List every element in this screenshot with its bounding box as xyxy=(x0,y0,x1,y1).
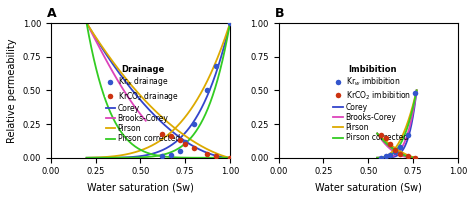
Point xyxy=(167,135,174,138)
Point xyxy=(411,92,419,95)
Point xyxy=(397,145,404,149)
Point xyxy=(158,132,166,135)
Point xyxy=(158,155,166,158)
Point xyxy=(203,152,210,155)
Point xyxy=(182,143,189,146)
X-axis label: Water saturation (Sw): Water saturation (Sw) xyxy=(87,182,194,192)
Point xyxy=(212,64,219,68)
Legend: Kr$_w$ drainage, KrCO$_2$ drainage, Corey, Brooks-Corey, Pirson, Pirson correcte: Kr$_w$ drainage, KrCO$_2$ drainage, Core… xyxy=(105,64,181,144)
Point xyxy=(203,89,210,92)
Point xyxy=(404,155,411,158)
Point xyxy=(392,148,399,151)
Point xyxy=(377,156,384,159)
Point xyxy=(176,149,183,153)
Point xyxy=(404,133,411,137)
Point xyxy=(212,155,219,158)
Point xyxy=(226,156,234,159)
Point xyxy=(377,133,384,137)
Point xyxy=(191,147,198,150)
Point xyxy=(397,152,404,155)
Point xyxy=(392,151,399,154)
Text: A: A xyxy=(47,7,57,20)
Point xyxy=(176,139,183,142)
Point xyxy=(191,123,198,126)
Point xyxy=(383,155,390,158)
Point xyxy=(411,156,419,159)
Point xyxy=(226,21,234,25)
Point xyxy=(182,140,189,143)
Legend: Kr$_w$ imbibition, KrCO$_2$ imbibition, Corey, Brooks-Corey, Pirson, Pirson corr: Kr$_w$ imbibition, KrCO$_2$ imbibition, … xyxy=(333,64,411,143)
Point xyxy=(383,136,390,139)
Text: B: B xyxy=(275,7,284,20)
X-axis label: Water saturation (Sw): Water saturation (Sw) xyxy=(315,182,422,192)
Point xyxy=(386,153,393,157)
Point xyxy=(386,143,393,146)
Y-axis label: Relative permeability: Relative permeability xyxy=(7,38,17,143)
Point xyxy=(167,153,174,157)
